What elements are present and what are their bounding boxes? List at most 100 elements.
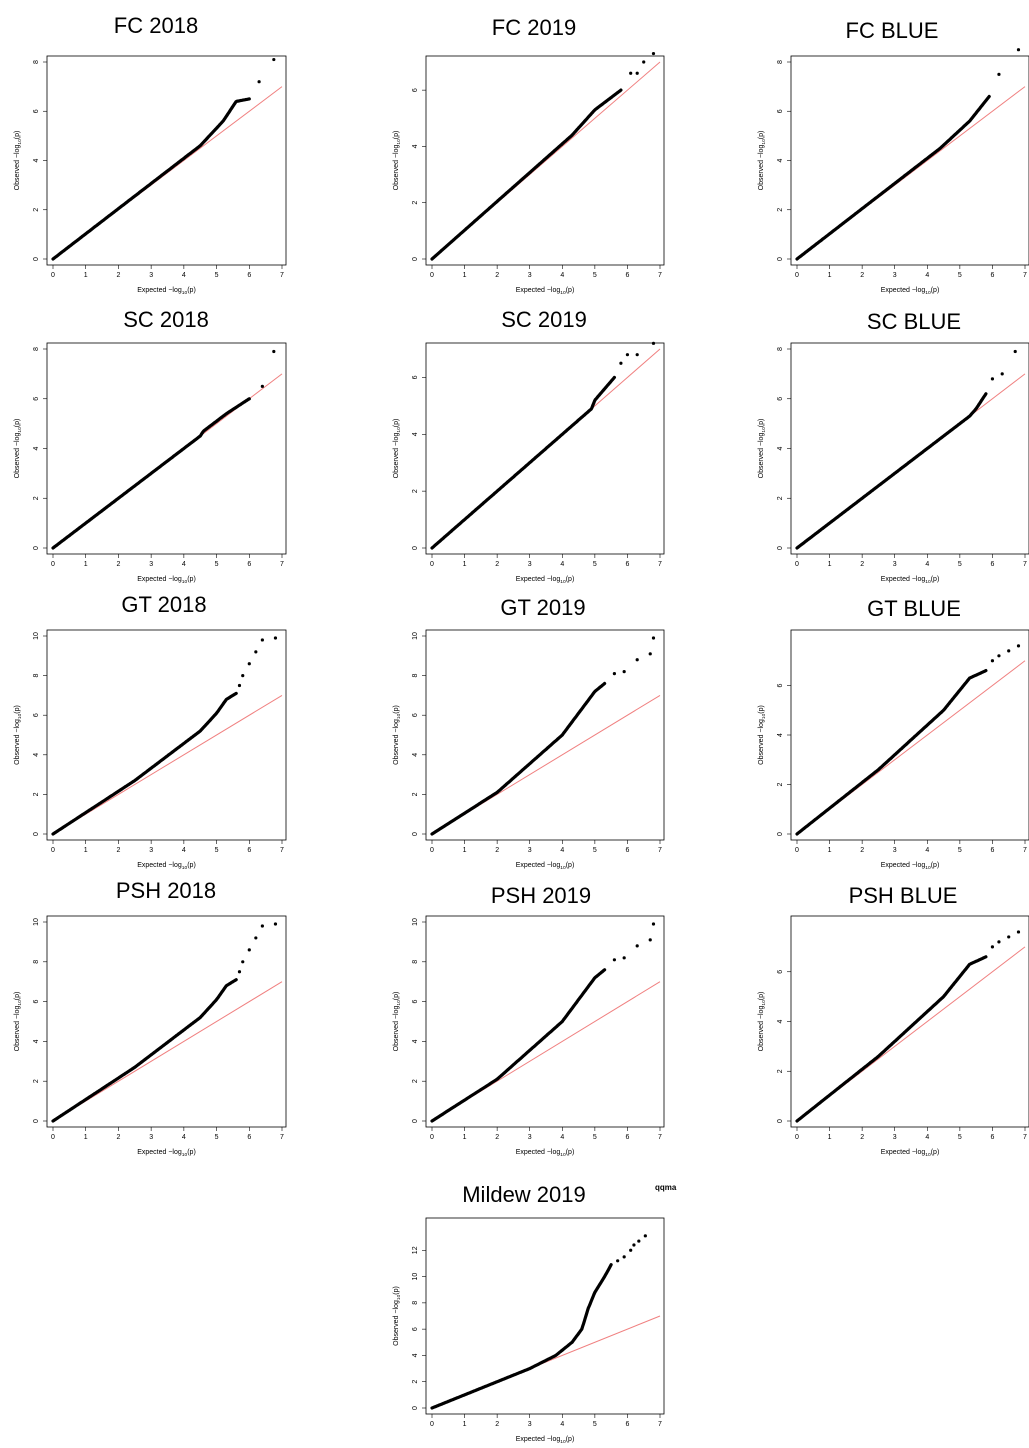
y-tick-label: 6 [777, 970, 784, 974]
x-tick-label: 4 [925, 561, 929, 568]
y-tick-label: 4 [33, 753, 40, 757]
y-tick-label: 0 [33, 832, 40, 836]
y-tick-label: 8 [777, 60, 784, 64]
qq-panel: GT BLUE 0 1 2 3 4 5 6 7 0 2 4 6 Expected −log10(p) Obs… [758, 596, 1029, 871]
plot-frame [425, 55, 665, 266]
y-tick-label: 4 [412, 144, 419, 148]
panel-title: FC 2018 [114, 13, 198, 38]
data-point [635, 658, 639, 662]
x-tick-label: 4 [560, 847, 564, 854]
qq-panel: PSH 2019 0 1 2 3 4 5 6 7 0 2 4 6 8 10 Expected −log10(p… [393, 883, 665, 1158]
x-tick-label: 5 [215, 272, 219, 279]
data-point [642, 60, 646, 64]
x-tick-label: 6 [625, 847, 629, 854]
x-tick-label: 6 [247, 1134, 251, 1141]
x-tick-label: 1 [84, 1134, 88, 1141]
x-tick-label: 3 [893, 1134, 897, 1141]
x-tick-label: 3 [149, 272, 153, 279]
y-tick-label: 6 [33, 109, 40, 113]
x-tick-label: 7 [658, 847, 662, 854]
x-tick-label: 1 [84, 561, 88, 568]
x-tick-label: 6 [625, 1421, 629, 1428]
observed-points-dense [430, 681, 607, 836]
x-tick-label: 0 [430, 272, 434, 279]
y-tick-label: 6 [777, 109, 784, 113]
data-point [1016, 48, 1021, 52]
x-tick-label: 1 [463, 1421, 467, 1428]
y-tick-label: 2 [412, 489, 419, 493]
x-tick-label: 2 [495, 847, 499, 854]
plot-frame [425, 1217, 665, 1415]
x-axis-label: Expected −log10(p) [137, 576, 196, 585]
y-tick-label: 6 [777, 683, 784, 687]
data-point [651, 51, 656, 56]
x-tick-label: 2 [116, 272, 120, 279]
data-point [612, 958, 617, 962]
x-tick-label: 0 [51, 272, 55, 279]
observed-points-dense [51, 97, 251, 261]
x-tick-label: 2 [860, 847, 864, 854]
y-tick-label: 4 [412, 1039, 419, 1043]
x-tick-label: 1 [463, 1134, 467, 1141]
y-tick-label: 10 [33, 632, 40, 640]
data-point [273, 636, 278, 640]
x-tick-label: 4 [925, 847, 929, 854]
x-tick-label: 2 [116, 1134, 120, 1141]
plot-frame [46, 915, 287, 1128]
y-tick-label: 6 [33, 713, 40, 717]
x-tick-label: 1 [463, 561, 467, 568]
x-tick-label: 7 [658, 1134, 662, 1141]
x-tick-label: 3 [893, 561, 897, 568]
x-axis-label: Expected −log10(p) [516, 1149, 575, 1158]
y-tick-label: 6 [412, 713, 419, 717]
data-point [619, 361, 623, 365]
qq-panel: PSH BLUE 0 1 2 3 4 5 6 7 0 2 4 6 Expected −log10(p) Ob… [758, 883, 1029, 1158]
y-tick-label: 8 [777, 347, 784, 351]
x-tick-label: 3 [149, 847, 153, 854]
x-axis-label: Expected −log10(p) [137, 1149, 196, 1158]
data-point [622, 1255, 626, 1259]
data-point [651, 922, 656, 926]
data-point [629, 71, 633, 75]
x-tick-label: 1 [828, 272, 832, 279]
data-point [247, 948, 251, 952]
data-point [273, 922, 278, 926]
x-tick-label: 7 [280, 1134, 284, 1141]
data-point [257, 80, 261, 84]
data-point [635, 71, 639, 75]
x-tick-label: 1 [84, 272, 88, 279]
data-point [254, 650, 258, 654]
x-tick-label: 6 [247, 272, 251, 279]
qq-panel: FC 2018 0 1 2 3 4 5 6 7 0 2 4 6 8 Expected −log10(p) Ob… [14, 13, 287, 296]
qq-panel: FC 2019 0 1 2 3 4 5 6 7 0 2 4 6 Expected −log10(p) Obs… [393, 15, 665, 296]
x-tick-label: 2 [495, 561, 499, 568]
x-tick-label: 4 [925, 272, 929, 279]
panel-title: FC 2019 [492, 15, 576, 40]
y-axis-label: Observed −log10(p) [14, 419, 23, 479]
x-tick-label: 2 [495, 272, 499, 279]
x-tick-label: 6 [990, 847, 994, 854]
qq-panel: SC 2019 0 1 2 3 4 5 6 7 0 2 4 6 Expected −log10(p) Obs… [393, 307, 665, 585]
plot-frame [425, 915, 665, 1128]
x-tick-label: 0 [430, 1134, 434, 1141]
panel-title: GT 2018 [121, 592, 206, 617]
x-tick-label: 1 [463, 847, 467, 854]
y-tick-label: 4 [412, 753, 419, 757]
data-point [635, 944, 639, 948]
x-tick-label: 6 [990, 1134, 994, 1141]
y-tick-label: 8 [412, 1301, 419, 1305]
y-tick-label: 6 [412, 1000, 419, 1004]
y-tick-label: 4 [412, 432, 419, 436]
y-axis-label: Observed −log10(p) [758, 705, 767, 765]
y-tick-label: 12 [412, 1246, 419, 1254]
qq-panel: SC BLUE 0 1 2 3 4 5 6 7 0 2 4 6 8 Expected −log10(p) Ob… [758, 309, 1029, 585]
y-tick-label: 2 [777, 496, 784, 500]
x-tick-label: 0 [795, 561, 799, 568]
data-point [997, 940, 1001, 944]
data-point [622, 670, 626, 674]
x-axis-label: Expected −log10(p) [516, 1436, 575, 1445]
plot-frame [425, 342, 665, 555]
y-tick-label: 0 [412, 546, 419, 550]
x-tick-label: 0 [430, 847, 434, 854]
x-tick-label: 5 [593, 1134, 597, 1141]
